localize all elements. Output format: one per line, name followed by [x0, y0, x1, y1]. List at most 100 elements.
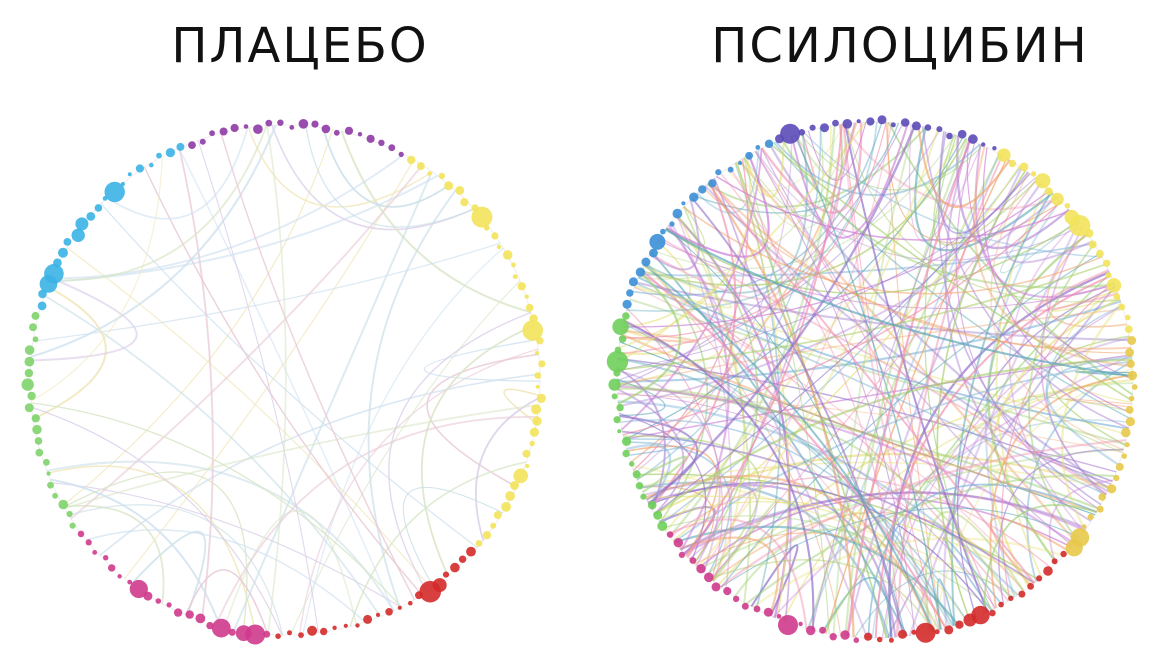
network-node — [35, 448, 44, 457]
psilocybin-connectivity-diagram — [595, 90, 1155, 660]
network-node — [809, 124, 816, 131]
network-node — [466, 546, 476, 557]
network-node — [626, 289, 634, 297]
psilocybin-network-svg — [606, 115, 1138, 643]
network-node — [649, 233, 666, 250]
network-node — [483, 225, 490, 231]
network-node — [911, 629, 917, 635]
connection-edge — [691, 197, 905, 637]
network-node — [1113, 474, 1120, 482]
network-node — [764, 139, 774, 148]
network-node — [1043, 566, 1053, 576]
network-node — [127, 579, 133, 585]
connection-edge — [220, 132, 416, 601]
network-node — [1051, 558, 1058, 565]
network-node — [745, 151, 753, 160]
network-node — [1030, 171, 1037, 177]
connection-edge — [47, 465, 257, 634]
connection-edge — [631, 464, 1018, 596]
network-node — [1113, 293, 1121, 300]
network-node — [58, 247, 68, 258]
connection-edge — [178, 147, 214, 622]
connection-edge — [989, 297, 1121, 588]
connection-edge — [626, 444, 672, 507]
connection-edge — [620, 419, 968, 622]
network-node — [332, 625, 337, 630]
network-node — [1008, 159, 1017, 168]
connection-edge — [887, 121, 1134, 396]
connection-edge — [672, 165, 1020, 542]
network-node — [698, 185, 707, 194]
connection-edge — [676, 214, 759, 565]
connection-edge — [636, 127, 822, 481]
network-node — [104, 181, 125, 203]
connection-edge — [657, 501, 967, 622]
network-node — [166, 602, 172, 608]
network-node — [829, 633, 837, 641]
network-node — [298, 119, 309, 129]
connection-edge — [99, 373, 540, 557]
connection-edge — [290, 280, 521, 636]
network-node — [460, 198, 469, 207]
network-node — [27, 391, 36, 401]
connection-edge — [619, 412, 707, 562]
network-node — [608, 378, 621, 391]
connection-edge — [30, 277, 138, 362]
connection-edge — [622, 189, 1051, 328]
connection-edge — [998, 449, 1124, 604]
connection-edge — [772, 354, 1133, 618]
network-node — [640, 493, 647, 500]
connection-edge — [989, 374, 1134, 608]
connection-edge — [30, 402, 402, 608]
network-node — [660, 228, 666, 235]
network-node — [29, 323, 37, 332]
network-nodes — [21, 119, 546, 645]
network-node — [618, 335, 627, 343]
connection-edge — [617, 357, 1113, 482]
network-node — [333, 129, 340, 136]
network-node — [344, 126, 354, 135]
network-node — [311, 120, 319, 128]
connection-edge — [636, 455, 688, 494]
network-node — [1065, 539, 1083, 557]
network-node — [1128, 395, 1135, 402]
connection-edge — [622, 201, 1062, 436]
connection-edge — [720, 507, 1080, 588]
network-node — [243, 124, 249, 129]
connection-edge — [754, 151, 916, 635]
network-node — [1027, 582, 1034, 590]
connection-edge — [667, 224, 730, 551]
network-node — [458, 555, 467, 563]
network-node — [1124, 442, 1130, 448]
network-node — [628, 277, 638, 287]
network-node — [357, 132, 363, 137]
connection-edge — [696, 149, 760, 214]
connection-edge — [679, 536, 780, 616]
network-node — [199, 138, 206, 145]
network-node — [1045, 187, 1053, 196]
network-node — [475, 540, 483, 547]
connection-edge — [936, 578, 955, 630]
connection-edge — [709, 180, 1132, 350]
connection-edge — [402, 486, 503, 588]
network-node — [355, 623, 360, 628]
connection-edge — [644, 475, 934, 632]
connection-edge — [340, 131, 532, 314]
network-node — [31, 414, 40, 423]
connection-edge — [720, 172, 901, 637]
connection-edge — [50, 125, 268, 282]
connection-edge — [844, 138, 969, 637]
connection-edge — [626, 308, 723, 580]
network-node — [230, 123, 239, 133]
connection-edge — [743, 127, 824, 217]
network-node — [444, 181, 454, 191]
connection-edge — [885, 122, 943, 630]
network-node — [37, 301, 47, 311]
connection-edge — [388, 311, 532, 593]
placebo-connectivity-diagram — [10, 90, 560, 660]
network-node — [1121, 427, 1131, 438]
network-node — [992, 146, 997, 151]
network-node — [1125, 406, 1134, 414]
connection-edge — [100, 203, 478, 549]
connection-edge — [760, 147, 1074, 547]
